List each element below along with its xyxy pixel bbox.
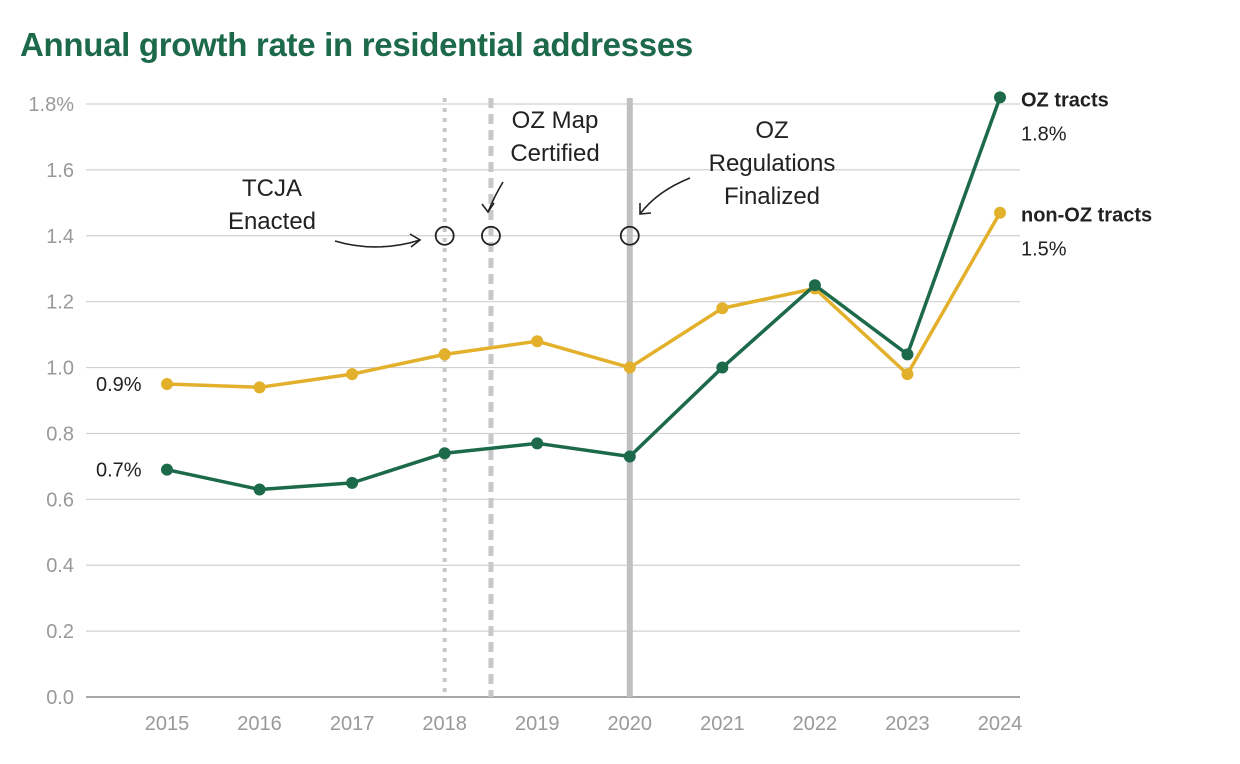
event-annotation: TCJA [242, 175, 302, 202]
data-point [346, 368, 359, 381]
data-point [901, 348, 914, 361]
arrow-head [481, 202, 495, 214]
event-marker-circle [619, 225, 640, 246]
event-annotation: Enacted [228, 208, 316, 235]
x-tick-label: 2021 [700, 713, 745, 735]
data-point [531, 437, 544, 450]
annotation-arrow [334, 239, 421, 248]
data-point [716, 361, 729, 374]
end-value-label: 1.5% [1021, 239, 1067, 261]
data-point [994, 206, 1006, 219]
event-annotation: Regulations [709, 150, 836, 177]
y-tick-label: 1.6 [46, 160, 74, 182]
data-point [623, 361, 636, 374]
data-point [253, 381, 266, 394]
data-point [438, 447, 451, 460]
y-tick-label: 0.6 [46, 489, 74, 511]
chart-title: Annual growth rate in residential addres… [20, 26, 693, 63]
y-tick-label: 0.4 [46, 555, 74, 577]
data-point [531, 335, 544, 348]
data-point [346, 476, 359, 489]
annotation-arrow [639, 177, 691, 215]
series-line [166, 96, 1002, 492]
event-marker-circle [434, 225, 455, 246]
series-line [166, 211, 1002, 390]
y-tick-label: 0.2 [46, 621, 74, 643]
x-tick-label: 2024 [978, 713, 1023, 735]
start-value-label: 0.7% [96, 460, 142, 482]
data-point [994, 91, 1006, 104]
y-tick-label: 1.8% [28, 94, 74, 116]
event-annotation: Certified [510, 140, 599, 167]
y-tick-label: 1.2 [46, 292, 74, 314]
start-value-label: 0.9% [96, 374, 142, 396]
data-point [623, 450, 636, 463]
data-point [161, 378, 173, 391]
x-tick-label: 2022 [793, 713, 838, 735]
y-tick-label: 1.4 [46, 226, 74, 248]
x-tick-label: 2015 [145, 713, 190, 735]
event-marker-circle [481, 225, 501, 246]
x-tick-label: 2020 [608, 713, 653, 735]
data-point [438, 348, 451, 361]
data-point [253, 483, 266, 496]
data-point [716, 302, 729, 315]
event-annotation: Finalized [724, 183, 820, 210]
legend-label: non-OZ tracts [1021, 205, 1152, 227]
data-point [808, 279, 821, 292]
arrow-head [639, 203, 652, 215]
data-point [161, 463, 173, 476]
legend-label: OZ tracts [1021, 89, 1109, 111]
x-tick-label: 2017 [330, 713, 375, 735]
event-annotation: OZ [755, 117, 788, 144]
arrow-head [409, 233, 422, 248]
end-value-label: 1.8% [1021, 123, 1067, 145]
data-point [901, 368, 914, 381]
x-tick-label: 2023 [885, 713, 930, 735]
y-tick-label: 1.0 [46, 358, 74, 380]
y-tick-label: 0.8 [46, 423, 74, 445]
x-tick-label: 2016 [237, 713, 282, 735]
y-tick-label: 0.0 [46, 687, 74, 709]
x-tick-label: 2018 [422, 713, 467, 735]
x-tick-label: 2019 [515, 713, 560, 735]
event-annotation: OZ Map [512, 107, 599, 134]
